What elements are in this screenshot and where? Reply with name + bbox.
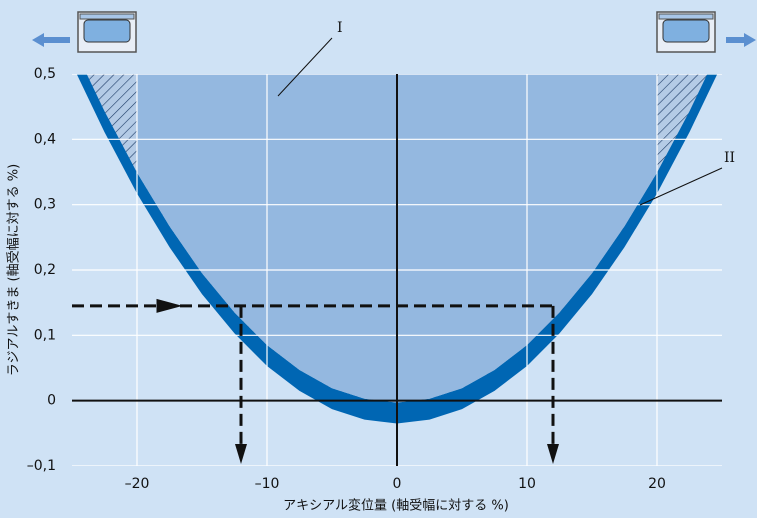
y-axis-label: ラジアルすきま (軸受幅に対する %) [7,164,22,376]
y-tick-label: 0,2 [34,262,56,278]
y-tick-label: 0,4 [34,131,56,147]
arrowhead [547,444,559,464]
bearing-left [32,12,136,52]
x-tick-label: 20 [648,476,666,492]
x-tick-label: –20 [125,476,150,492]
chart: I II アキシアル変位量 (軸受幅に対する %) ラジアルすきま (軸受幅に対… [0,0,757,518]
y-tick-label: 0,5 [34,66,56,82]
label-ii: II [724,150,735,166]
arrowhead [235,444,247,464]
y-tick-label: 0 [47,393,56,409]
plot-area [72,43,722,466]
y-tick-label: –0,1 [27,458,56,474]
x-tick-label: 0 [393,476,402,492]
x-tick-label: –10 [255,476,280,492]
y-tick-label: 0,1 [34,327,56,343]
bearing-right [657,12,756,52]
y-tick-label: 0,3 [34,197,56,213]
label-i: I [337,20,343,36]
x-axis-label: アキシアル変位量 (軸受幅に対する %) [283,498,509,514]
x-tick-label: 10 [518,476,536,492]
arrowhead [157,299,183,313]
